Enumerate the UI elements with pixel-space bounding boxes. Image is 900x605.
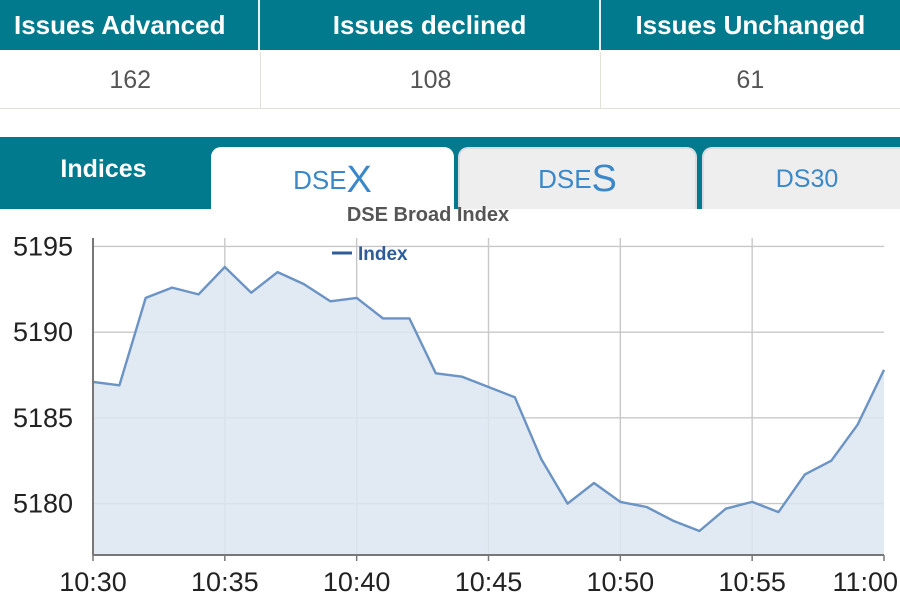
market-breadth-values-row: 162 108 61 bbox=[0, 52, 900, 109]
x-tick-label: 11:00 bbox=[832, 567, 898, 597]
issues-declined-header: Issues declined bbox=[260, 0, 600, 50]
x-tick-label: 10:55 bbox=[718, 567, 786, 597]
market-breadth-table: Issues Advanced Issues declined Issues U… bbox=[0, 0, 900, 110]
chart-title: DSE Broad Index bbox=[347, 204, 509, 226]
issues-unchanged-value: 61 bbox=[601, 52, 900, 108]
issues-advanced-value: 162 bbox=[0, 52, 261, 108]
issues-advanced-header: Issues Advanced bbox=[0, 0, 260, 50]
y-tick-label: 5195 bbox=[13, 231, 73, 261]
tab-ds30-label: DS30 bbox=[776, 165, 839, 194]
y-tick-label: 5180 bbox=[13, 489, 73, 519]
y-tick-label: 5185 bbox=[13, 403, 73, 433]
x-tick-label: 10:45 bbox=[455, 567, 523, 597]
chart-legend: Index bbox=[332, 244, 408, 265]
index-chart-svg: DSE Broad Index 5180 5185 5190 5195 10:30 10:… bbox=[0, 195, 900, 600]
legend-label: Index bbox=[358, 244, 408, 265]
x-tick-label: 10:50 bbox=[587, 567, 655, 597]
index-chart: DSE Broad Index 5180 5185 5190 5195 10:30 10:… bbox=[0, 195, 900, 600]
y-tick-label: 5190 bbox=[13, 317, 73, 347]
tab-dsex-prefix: DSE bbox=[293, 165, 346, 196]
issues-unchanged-header: Issues Unchanged bbox=[601, 0, 900, 50]
tab-dses-prefix: DSE bbox=[538, 164, 591, 195]
market-breadth-header-row: Issues Advanced Issues declined Issues U… bbox=[0, 0, 900, 50]
x-tick-label: 10:35 bbox=[191, 567, 259, 597]
indices-heading: Indices bbox=[0, 137, 207, 201]
x-tick-label: 10:30 bbox=[59, 567, 127, 597]
x-tick-label: 10:40 bbox=[323, 567, 391, 597]
issues-declined-value: 108 bbox=[261, 52, 600, 108]
